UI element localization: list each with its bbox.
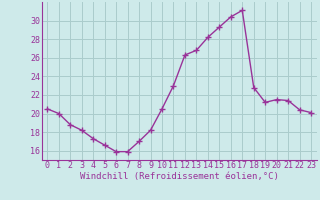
X-axis label: Windchill (Refroidissement éolien,°C): Windchill (Refroidissement éolien,°C)	[80, 172, 279, 181]
